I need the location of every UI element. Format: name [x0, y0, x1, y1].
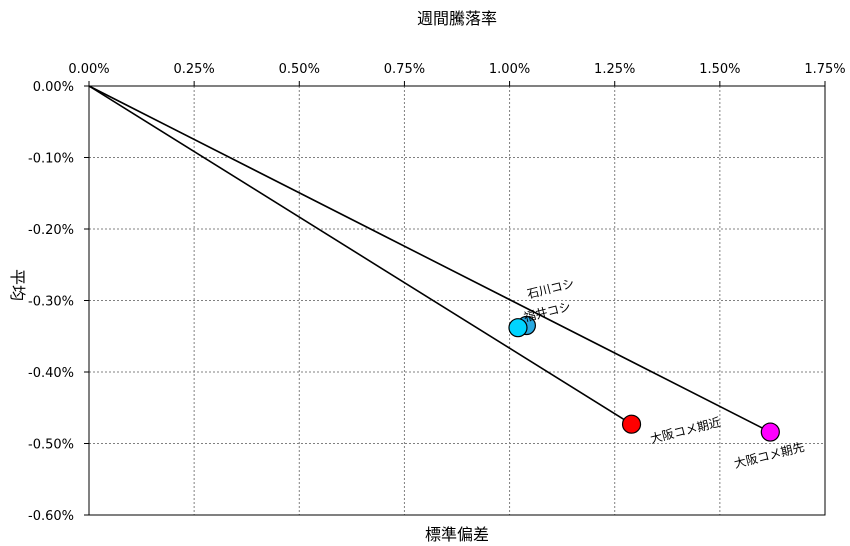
y-tick-label: -0.40%: [28, 366, 74, 381]
x-tick-label: 0.50%: [279, 62, 320, 77]
data-point: [761, 423, 779, 441]
data-points: [509, 317, 779, 442]
point-label: 大阪コメ期先: [733, 440, 806, 471]
origin-line: [89, 86, 632, 424]
axis-ticks: 0.00% 0.25% 0.50% 0.75% 1.00% 1.25% 1.50% 1.75%…: [28, 62, 846, 524]
y-tick-label: -0.10%: [28, 152, 74, 167]
grid-lines: [89, 86, 825, 515]
trend-lines: [89, 86, 770, 432]
y-tick-label: 0.00%: [33, 80, 74, 95]
data-point: [623, 415, 641, 433]
x-tick-label: 0.75%: [384, 62, 425, 77]
x-axis-title: 標準偏差: [425, 525, 489, 544]
y-tick-label: -0.30%: [28, 295, 74, 310]
point-label: 福井コシ: [522, 298, 572, 324]
point-label: 石川コシ: [526, 276, 576, 301]
origin-line: [89, 86, 770, 432]
x-tick-label: 1.75%: [804, 62, 845, 77]
x-tick-label: 0.25%: [173, 62, 214, 77]
point-label: 大阪コメ期近: [649, 415, 722, 446]
x-tick-label: 0.00%: [68, 62, 109, 77]
y-axis-title: 平均: [8, 269, 27, 301]
y-tick-label: -0.50%: [28, 438, 74, 453]
chart-title: 週間騰落率: [417, 9, 497, 28]
y-tick-label: -0.20%: [28, 223, 74, 238]
x-tick-label: 1.00%: [489, 62, 530, 77]
x-tick-label: 1.50%: [699, 62, 740, 77]
x-tick-label: 1.25%: [594, 62, 635, 77]
y-tick-label: -0.60%: [28, 509, 74, 524]
